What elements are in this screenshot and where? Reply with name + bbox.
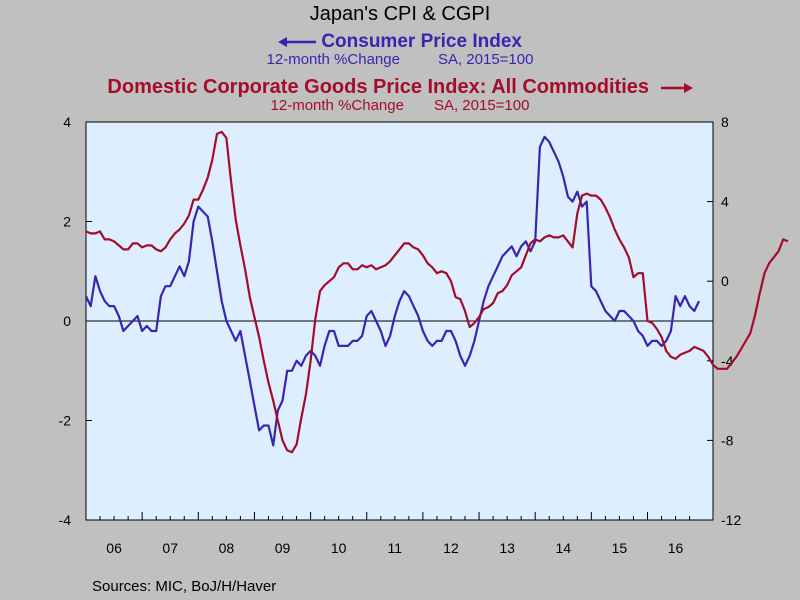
left-axis: 4 2 0 -2 -4: [59, 114, 92, 528]
series-1-title: Consumer Price Index: [0, 31, 800, 53]
x-tick-label: 15: [612, 540, 628, 556]
y-left-tick-label: -4: [59, 512, 72, 528]
series-1-basis: SA, 2015=100: [437, 51, 534, 68]
series-2-units-change: 12-month %Change: [270, 97, 404, 114]
x-tick-label: 13: [499, 540, 515, 556]
y-left-tick-label: -2: [59, 413, 72, 429]
x-tick-label: 08: [219, 540, 235, 556]
y-left-tick-label: 4: [63, 114, 71, 130]
y-right-tick-label: -4: [721, 353, 734, 369]
x-tick-label: 09: [275, 540, 291, 556]
chart-title: Japan's CPI & CGPI: [309, 3, 491, 25]
x-tick-label: 16: [668, 540, 684, 556]
y-right-tick-label: 4: [721, 194, 729, 210]
x-tick-label: 12: [443, 540, 459, 556]
y-right-tick-label: 8: [721, 114, 729, 130]
arrow-right-icon: [660, 82, 693, 93]
y-left-tick-label: 2: [63, 214, 71, 230]
series-1-name: Consumer Price Index: [321, 31, 522, 52]
series-line-1: [85, 135, 700, 447]
series-2-title: Domestic Corporate Goods Price Index: Al…: [0, 76, 800, 99]
series-2-units: 12-month %Change SA, 2015=100: [0, 97, 800, 114]
x-tick-label: 11: [388, 540, 403, 556]
series-line-2: [85, 130, 789, 454]
arrow-left-icon: [278, 36, 317, 47]
x-axis: 06 07 08 09 10 11 12 13 14 15 16: [85, 512, 691, 556]
y-right-tick-label: -12: [721, 512, 741, 528]
series-1-units: 12-month %Change SA, 2015=100: [0, 51, 800, 68]
source-note: Sources: MIC, BoJ/H/Haver: [92, 578, 277, 595]
series-lines: [85, 130, 789, 454]
series-1-units-change: 12-month %Change: [266, 51, 400, 68]
y-left-tick-label: 0: [63, 313, 71, 329]
x-tick-label: 14: [555, 540, 571, 556]
x-tick-label: 06: [106, 540, 122, 556]
series-2-basis: SA, 2015=100: [433, 97, 530, 114]
x-tick-label: 10: [331, 540, 347, 556]
y-right-tick-label: 0: [721, 273, 729, 289]
y-right-tick-label: -8: [721, 432, 734, 448]
series-2-name: Domestic Corporate Goods Price Index: Al…: [107, 76, 650, 98]
x-tick-label: 07: [162, 540, 178, 556]
